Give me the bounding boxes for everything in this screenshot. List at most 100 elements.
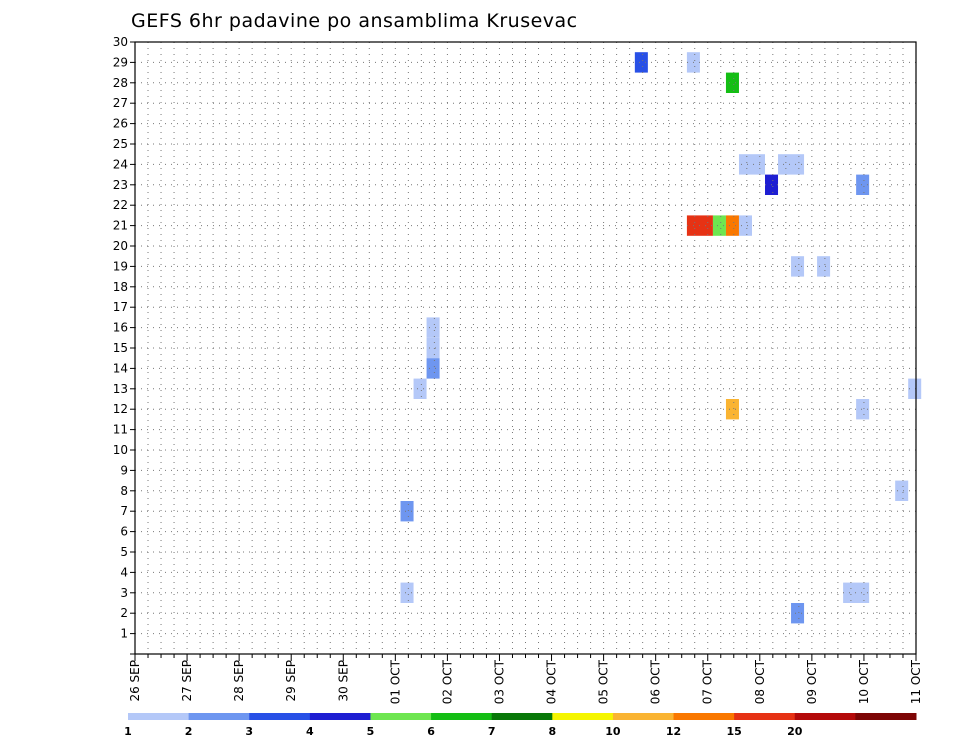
x-tick-label: 02 OCT	[440, 659, 454, 704]
y-tick-label: 23	[113, 178, 128, 192]
colorbar-label: 15	[726, 725, 741, 738]
colorbar-segment-11	[734, 713, 796, 720]
y-tick-label: 2	[120, 606, 128, 620]
y-tick-label: 16	[113, 321, 128, 335]
colorbar-segment-3	[249, 713, 311, 720]
y-tick-label: 8	[120, 484, 128, 498]
colorbar-label: 10	[605, 725, 621, 738]
x-tick-label: 04 OCT	[545, 659, 559, 704]
x-tick-label: 07 OCT	[701, 659, 715, 704]
x-tick-label: 09 OCT	[805, 659, 819, 704]
x-tick-label: 03 OCT	[492, 659, 506, 704]
precipitation-cells	[400, 52, 922, 624]
y-tick-label: 18	[113, 280, 128, 294]
precip-cell-23	[843, 582, 870, 603]
colorbar-label: 12	[666, 725, 681, 738]
x-tick-label: 08 OCT	[753, 659, 767, 704]
precip-cell-13	[426, 317, 440, 338]
y-tick-label: 20	[113, 239, 128, 253]
colorbar-segment-1	[128, 713, 190, 720]
x-tick-label: 10 OCT	[857, 659, 871, 704]
colorbar-segment-2	[188, 713, 250, 720]
colorbar-segment-8	[552, 713, 614, 720]
precip-cell-15	[426, 358, 440, 379]
y-tick-label: 12	[113, 402, 128, 416]
colorbar-segment-12	[794, 713, 856, 720]
colorbar-segment-6	[431, 713, 493, 720]
x-tick-label: 29 SEP	[284, 660, 298, 702]
y-tick-label: 21	[113, 219, 128, 233]
y-tick-label: 19	[113, 259, 128, 273]
y-tick-label: 28	[113, 76, 128, 90]
colorbar-segment-7	[491, 713, 553, 720]
x-tick-label: 11 OCT	[909, 659, 923, 704]
precip-cell-24	[791, 603, 805, 624]
x-axis: 26 SEP 27 SEP 28 SEP 29 SEP 30 SEP 01 OCT 02 O…	[128, 654, 923, 704]
y-tick-label: 17	[113, 300, 128, 314]
precip-cell-21	[400, 501, 414, 522]
y-tick-label: 22	[113, 198, 128, 212]
y-tick-label: 27	[113, 96, 128, 110]
colorbar-label: 1	[124, 725, 132, 738]
y-tick-label: 25	[113, 137, 128, 151]
y-tick-label: 6	[120, 525, 128, 539]
precip-cell-17	[908, 378, 922, 399]
precip-cell-0	[634, 52, 648, 73]
colorbar-segment-13	[855, 713, 917, 720]
precip-cell-22	[400, 582, 414, 603]
y-tick-label: 11	[113, 423, 128, 437]
x-tick-label: 26 SEP	[128, 660, 142, 702]
precip-cell-11	[791, 256, 805, 277]
x-tick-label: 01 OCT	[388, 659, 402, 704]
x-tick-label: 06 OCT	[649, 659, 663, 704]
y-tick-label: 9	[120, 463, 128, 477]
y-tick-label: 4	[120, 565, 128, 579]
precip-cell-18	[725, 399, 739, 420]
y-tick-label: 1	[120, 627, 128, 641]
x-tick-label: 28 SEP	[232, 660, 246, 702]
precip-cell-19	[856, 399, 870, 420]
precip-cell-10	[738, 215, 752, 236]
colorbar-segment-10	[673, 713, 735, 720]
precip-cell-16	[413, 378, 427, 399]
precip-cell-6	[856, 174, 870, 195]
colorbar-label: 2	[185, 725, 193, 738]
y-tick-label: 26	[113, 117, 128, 131]
y-tick-label: 24	[113, 157, 128, 171]
y-tick-label: 5	[120, 545, 128, 559]
y-tick-label: 29	[113, 55, 128, 69]
colorbar-segment-9	[612, 713, 675, 720]
precip-cell-20	[895, 480, 909, 501]
colorbar-label: 20	[787, 725, 803, 738]
colorbar-label: 3	[245, 725, 253, 738]
y-tick-label: 14	[113, 361, 128, 375]
y-tick-label: 3	[120, 586, 128, 600]
precip-cell-12	[817, 256, 831, 277]
x-tick-label: 27 SEP	[180, 660, 194, 702]
chart-title: GEFS 6hr padavine po ansamblima Krusevac	[131, 10, 578, 32]
y-tick-label: 15	[113, 341, 128, 355]
colorbar: 1 2 3 4 5 6 7 8 10 12 15 20	[124, 713, 917, 738]
colorbar-segment-5	[370, 713, 432, 720]
precip-cell-2	[725, 72, 739, 93]
colorbar-label: 8	[548, 725, 556, 738]
precip-cell-3	[738, 154, 766, 175]
y-tick-label: 30	[113, 35, 128, 49]
colorbar-label: 4	[306, 725, 314, 738]
colorbar-label: 7	[488, 725, 496, 738]
colorbar-label: 5	[367, 725, 375, 738]
precip-cell-8	[712, 215, 726, 236]
x-tick-label: 30 SEP	[336, 660, 350, 702]
x-tick-label: 05 OCT	[597, 659, 611, 704]
y-tick-label: 7	[120, 504, 128, 518]
y-axis: 1234567891011121314151617181920212223242…	[113, 35, 135, 655]
y-tick-label: 10	[113, 443, 128, 457]
grid-lines	[135, 42, 916, 654]
colorbar-label: 6	[427, 725, 435, 738]
y-tick-label: 13	[113, 382, 128, 396]
precip-cell-4	[778, 154, 805, 175]
precip-cell-9	[725, 215, 739, 236]
colorbar-segment-4	[309, 713, 371, 720]
precip-cell-14	[426, 337, 440, 359]
